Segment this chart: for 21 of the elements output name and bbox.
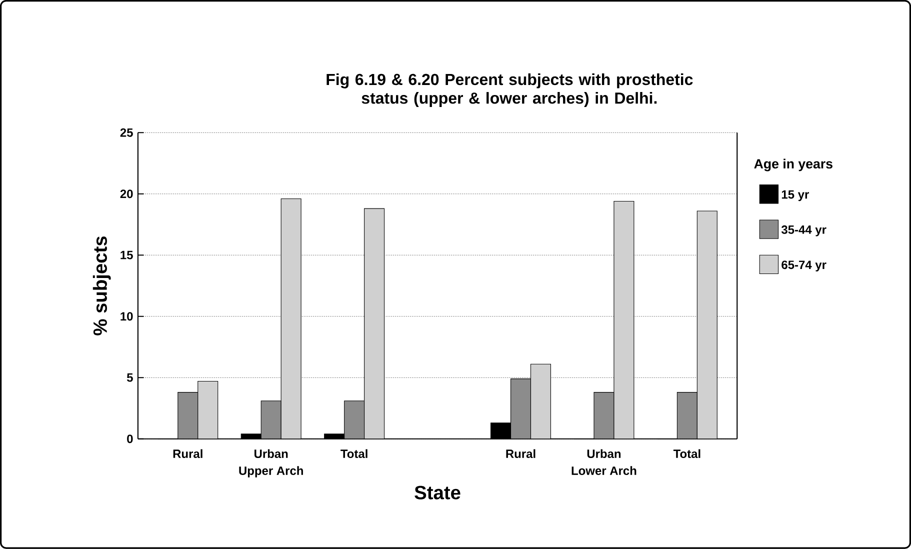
chart-title: Fig 6.19 & 6.20 Percent subjects with prosthetic status (upper & lower arches) in Delhi. bbox=[326, 73, 693, 108]
y-tick-label: 0 bbox=[127, 434, 133, 444]
x-tick-label: Total bbox=[340, 449, 368, 458]
y-axis-title: % subjects bbox=[92, 236, 111, 336]
text: Upper Arch bbox=[239, 466, 303, 478]
x-axis-title: State bbox=[414, 486, 460, 500]
y-tick-label: 10 bbox=[120, 312, 133, 321]
y-tick-label: 15 bbox=[120, 251, 133, 260]
x-tick-label: Urban bbox=[254, 449, 288, 458]
x-tick-label: Total bbox=[673, 449, 700, 458]
legend-label: 65-74 yr bbox=[782, 260, 826, 272]
y-tick-label: 20 bbox=[120, 190, 133, 198]
legend-title: Age in years bbox=[754, 158, 832, 172]
text: Lower Arch bbox=[572, 466, 636, 476]
legend-label: 15 yr bbox=[782, 190, 809, 202]
x-tick-label: Rural bbox=[173, 449, 202, 458]
y-tick-label: 25 bbox=[120, 128, 133, 137]
legend-label: 35-44 yr bbox=[781, 225, 826, 236]
y-tick-label: 5 bbox=[126, 373, 133, 382]
x-tick-label: Rural bbox=[506, 449, 536, 458]
x-tick-label: Urban bbox=[587, 449, 621, 458]
